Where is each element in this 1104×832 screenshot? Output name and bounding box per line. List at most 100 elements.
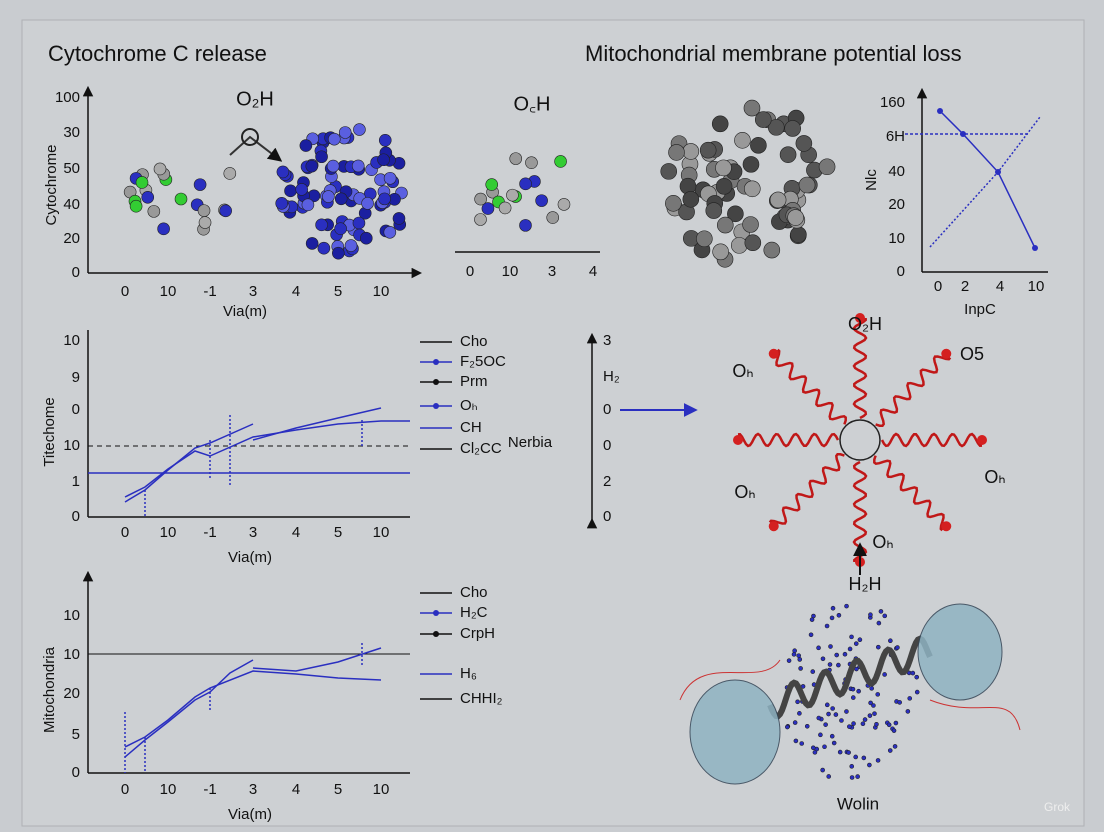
atom <box>895 645 900 650</box>
atom <box>891 728 897 733</box>
atom <box>867 713 873 718</box>
atom <box>795 135 813 152</box>
atom <box>837 749 843 755</box>
atom <box>750 137 767 154</box>
atom <box>699 141 717 159</box>
atom <box>730 237 748 254</box>
atom <box>712 243 729 261</box>
y-tick-label: 0 <box>603 437 611 454</box>
atom <box>198 216 212 229</box>
atom <box>853 641 859 646</box>
atom <box>792 648 797 654</box>
helix <box>873 455 945 532</box>
atom <box>378 133 392 147</box>
helix-end <box>768 348 779 359</box>
atom <box>849 634 854 640</box>
title-left: Cytochrome C release <box>48 41 267 66</box>
atom <box>822 744 827 750</box>
atom <box>847 646 853 652</box>
y-tick-label: 0 <box>603 508 611 525</box>
atom <box>352 216 366 230</box>
atom <box>799 741 805 746</box>
atom <box>844 709 849 714</box>
legend-label: Prm <box>460 373 488 390</box>
y-tick-label: 40 <box>888 163 905 180</box>
x-tick-label: 4 <box>996 278 1004 295</box>
atom <box>554 155 567 168</box>
y-tick-label: 30 <box>63 124 80 141</box>
x-tick-label: 10 <box>160 781 177 798</box>
atom <box>519 177 532 191</box>
atom <box>847 724 852 729</box>
x-tick-label: -1 <box>203 524 216 541</box>
atom <box>826 711 831 717</box>
atom <box>715 178 733 195</box>
y-tick-label: 10 <box>888 230 905 247</box>
atom <box>826 774 832 779</box>
atom <box>682 190 700 208</box>
legend-label: CHHI₂ <box>460 690 503 707</box>
x-tick-label: 4 <box>589 263 597 280</box>
atom <box>779 146 797 163</box>
x-tick-label: -1 <box>203 283 216 300</box>
y-label: Titechome <box>41 397 58 466</box>
atom <box>717 216 734 234</box>
x-tick-label: 3 <box>249 524 257 541</box>
atom <box>875 758 881 763</box>
y-tick-label: 100 <box>55 89 80 106</box>
atom <box>857 637 863 643</box>
y-label: Mitochondria <box>41 646 58 733</box>
atom <box>849 775 855 780</box>
curve <box>124 420 410 498</box>
atom <box>322 190 335 203</box>
y-tick-label: 3 <box>603 332 611 349</box>
atom <box>784 120 801 137</box>
atom <box>882 613 888 619</box>
y-tick-label: 2 <box>603 473 611 490</box>
atom <box>846 750 851 755</box>
atom <box>914 689 920 695</box>
y-tick-label: 10 <box>63 332 80 349</box>
atom <box>715 159 732 177</box>
x-tick-label: 3 <box>249 781 257 798</box>
legend-label: Cho <box>460 584 488 601</box>
strand <box>679 659 1021 731</box>
atom <box>744 234 762 252</box>
atom <box>785 724 790 730</box>
y-tick-label: 40 <box>63 196 80 213</box>
x-label: InpC <box>964 301 996 318</box>
atom <box>769 191 787 209</box>
x-tick-label: 0 <box>121 524 129 541</box>
title-right: Mitochondrial membrane potential loss <box>585 41 962 66</box>
x-label: Via(m) <box>223 303 267 320</box>
helix <box>775 348 847 425</box>
atom <box>299 139 313 152</box>
x-label: Via(m) <box>228 549 272 566</box>
legend-marker <box>433 379 439 385</box>
atom <box>793 738 799 744</box>
atom <box>869 686 874 691</box>
x-tick-label: 10 <box>373 524 390 541</box>
atom <box>829 733 835 739</box>
y-tick-label: 0 <box>72 264 80 281</box>
atom <box>836 613 842 618</box>
x-tick-label: -1 <box>203 781 216 798</box>
atom <box>377 153 390 167</box>
atom <box>862 717 868 722</box>
atom <box>327 132 341 146</box>
atom <box>818 158 836 176</box>
atom <box>790 226 807 243</box>
x-tick-label: 2 <box>961 278 969 295</box>
atom <box>809 617 815 622</box>
atom <box>174 192 188 206</box>
atom <box>668 144 685 161</box>
atom <box>682 143 700 160</box>
atom <box>786 658 792 663</box>
atom <box>855 774 860 779</box>
atom <box>833 712 839 717</box>
atom <box>301 198 315 212</box>
atom <box>546 211 560 224</box>
y-tick-label: 1 <box>72 473 80 490</box>
atom <box>791 652 797 657</box>
